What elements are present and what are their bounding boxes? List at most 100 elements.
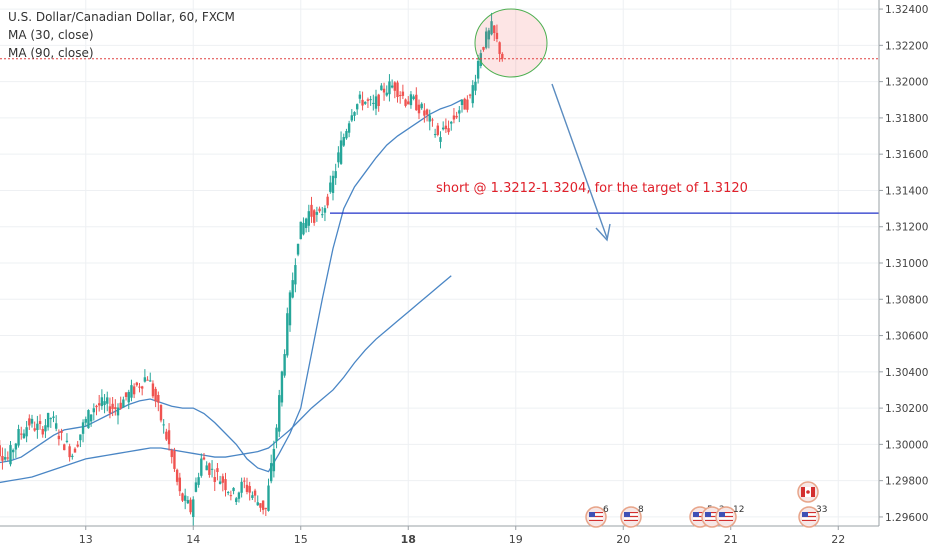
grid-lines	[0, 0, 878, 526]
event-count-label: 8	[638, 505, 644, 515]
candle-body	[487, 30, 491, 40]
ma90-legend[interactable]: MA (90, close)	[8, 46, 94, 60]
candle-body	[388, 81, 391, 95]
flag-canton	[705, 512, 711, 517]
candle-body	[361, 99, 364, 106]
flag-stripe	[705, 520, 719, 521]
candle-body	[240, 481, 243, 493]
price-axis[interactable]: 1.32400 1.32200 1.32000 1.31800 1.31600 1.314…	[878, 0, 932, 550]
time-axis[interactable]: 13 14 15 18 19 20 21 22	[0, 525, 879, 546]
candle-body	[283, 354, 286, 376]
candle-body	[310, 204, 313, 217]
candle-body	[92, 408, 96, 413]
time-tick-label: 15	[294, 533, 308, 546]
flag-stripe	[705, 516, 719, 517]
candle-body	[9, 445, 12, 465]
candle-body	[197, 477, 200, 485]
candle-body	[441, 127, 445, 130]
candle-body	[366, 99, 370, 101]
candle-body	[116, 407, 120, 416]
candle-body	[334, 171, 337, 179]
candle-body	[89, 414, 93, 422]
canada-flag-band	[811, 487, 815, 497]
flag-stripe	[693, 518, 707, 519]
event-markers: 68521233	[585, 481, 827, 528]
candle-body	[49, 418, 53, 420]
candle-body	[135, 382, 139, 386]
candle-body	[52, 416, 55, 418]
candle-body	[208, 463, 211, 475]
candle-body	[468, 94, 472, 96]
time-tick-label: 13	[79, 533, 93, 546]
candle-body	[178, 477, 182, 492]
flag-stripe	[624, 518, 638, 519]
time-tick-label: 21	[724, 533, 738, 546]
candle-body	[350, 115, 354, 121]
candle-body	[170, 449, 173, 458]
price-tick-label: 1.31000	[885, 258, 928, 270]
ma30-legend[interactable]: MA (30, close)	[8, 28, 94, 42]
flag-stripe	[589, 514, 603, 515]
candle-body	[444, 125, 448, 130]
candle-body	[420, 103, 423, 109]
candle-body	[183, 495, 187, 501]
flag-stripe	[693, 514, 707, 515]
candle-body	[423, 110, 426, 116]
candle-body	[162, 424, 165, 426]
candle-body	[291, 280, 294, 298]
flag-canton	[719, 512, 725, 517]
candle-body	[38, 421, 42, 424]
candle-body	[476, 60, 480, 79]
candle-body	[22, 433, 26, 439]
candle-body	[345, 131, 348, 139]
candle-body	[304, 218, 308, 229]
candle-body	[286, 313, 289, 356]
candle-body	[417, 104, 421, 114]
flag-stripe	[589, 516, 603, 517]
price-tick-label: 1.31600	[885, 149, 928, 161]
candle-body	[364, 101, 367, 104]
candle-body	[119, 402, 122, 409]
candle-body	[33, 428, 36, 431]
candle-body	[122, 399, 125, 408]
candle-body	[407, 101, 410, 105]
candle-body	[143, 377, 147, 382]
candle-body	[493, 25, 496, 33]
time-tick-label: 14	[186, 533, 200, 546]
candle-body	[251, 495, 254, 498]
candle-body	[159, 404, 163, 421]
candle-body	[342, 137, 345, 146]
price-tick-label: 1.30600	[885, 331, 928, 343]
candle-body	[114, 407, 117, 410]
candle-body	[186, 500, 190, 504]
candle-body	[221, 476, 225, 483]
candle-body	[17, 429, 20, 446]
candle-body	[261, 500, 265, 510]
arrow-head	[595, 223, 611, 242]
candle-body	[372, 102, 375, 104]
candle-body	[450, 121, 453, 124]
symbol-title[interactable]: U.S. Dollar/Canadian Dollar, 60, FXCM	[8, 10, 235, 24]
price-tick-label: 1.30800	[885, 294, 928, 306]
candle-body	[97, 403, 101, 406]
candle-body	[264, 507, 268, 509]
time-tick-label: 18	[401, 533, 416, 546]
price-tick-label: 1.30200	[885, 403, 928, 415]
candle-body	[237, 492, 241, 499]
candle-body	[68, 446, 71, 458]
candle-body	[393, 82, 397, 91]
candle-body	[243, 480, 246, 482]
candle-body	[415, 94, 418, 111]
candle-body	[463, 98, 466, 110]
candle-body	[127, 391, 130, 403]
candles	[0, 12, 504, 526]
ma30-line	[0, 99, 463, 473]
candle-body	[229, 495, 233, 497]
candle-body	[30, 418, 34, 424]
flag-stripe	[719, 512, 733, 513]
flag-stripe	[719, 520, 733, 521]
flag-stripe	[693, 512, 707, 513]
candle-body	[14, 443, 18, 450]
candle-body	[95, 405, 98, 408]
